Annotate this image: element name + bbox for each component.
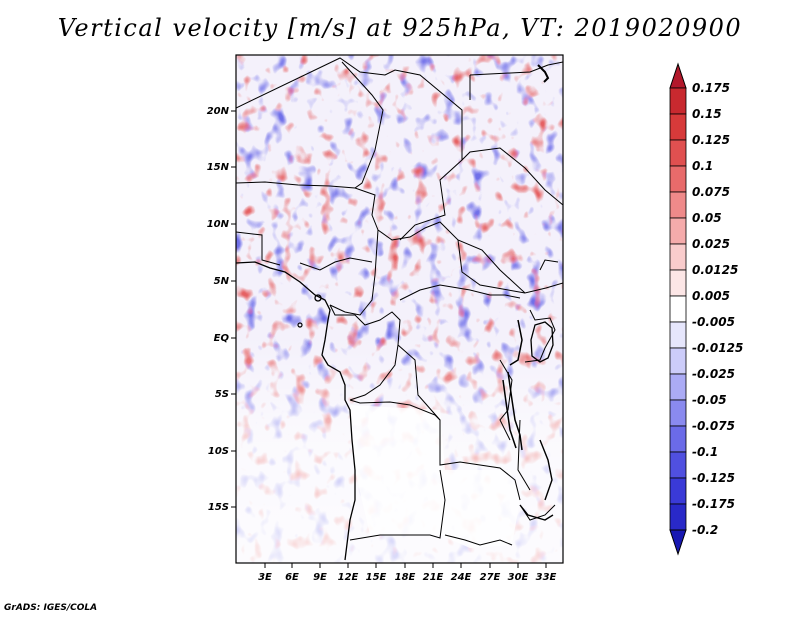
vertical-velocity-field: [236, 55, 563, 563]
colorbar-label: -0.0125: [692, 341, 743, 355]
lat-label: EQ: [214, 333, 230, 344]
lon-label: 3E: [258, 572, 272, 583]
colorbar-label: 0.05: [692, 211, 722, 225]
colorbar-swatch: [669, 399, 687, 427]
colorbar-label: -0.2: [692, 523, 718, 537]
colorbar-swatch: [669, 191, 687, 219]
colorbar-label: -0.175: [692, 497, 735, 511]
lon-label: 30E: [508, 572, 529, 583]
colorbar-label: 0.125: [692, 133, 730, 147]
colorbar-swatch: [669, 347, 687, 375]
lat-label: 10S: [208, 446, 229, 457]
longitude-axis: 3E 6E 9E 12E 15E 18E 21E 24E 27E 30E 33E: [258, 563, 557, 583]
lon-label: 9E: [313, 572, 327, 583]
lat-label: 5N: [214, 276, 230, 287]
lon-label: 18E: [395, 572, 416, 583]
colorbar-label: 0.1: [692, 159, 713, 173]
lat-label: 15S: [208, 502, 229, 513]
lat-label: 5S: [215, 389, 229, 400]
colorbar-swatch: [669, 217, 687, 245]
colorbar-label: 0.0125: [692, 263, 738, 277]
lat-label: 10N: [207, 219, 230, 230]
country-borders: [236, 57, 563, 546]
lon-label: 15E: [366, 572, 387, 583]
colorbar-label: -0.125: [692, 471, 735, 485]
coastline: [236, 64, 554, 561]
colorbar-swatch: [669, 87, 687, 115]
colorbar-swatch: [669, 373, 687, 401]
lon-label: 24E: [451, 572, 472, 583]
colorbar-label: 0.15: [692, 107, 722, 121]
lon-label: 12E: [338, 572, 359, 583]
lon-label: 33E: [536, 572, 557, 583]
colorbar-swatch: [669, 269, 687, 297]
latitude-axis: 20N 15N 10N 5N EQ 5S 10S 15S: [207, 106, 236, 513]
colorbar-label: 0.175: [692, 81, 730, 95]
colorbar-swatch: [669, 62, 687, 89]
map-frame: [235, 54, 564, 564]
lat-label: 15N: [207, 162, 230, 173]
credit-label: GrADS: IGES/COLA: [4, 603, 98, 613]
colorbar-swatch: [669, 321, 687, 349]
colorbar-swatch: [669, 477, 687, 505]
colorbar-swatch: [669, 451, 687, 479]
colorbar-swatch: [669, 165, 687, 193]
colorbar-label: -0.1: [692, 445, 718, 459]
colorbar-label: 0.005: [692, 289, 730, 303]
plot-title: Vertical velocity [m/s] at 925hPa, VT: 2…: [57, 14, 743, 42]
colorbar-label: -0.005: [692, 315, 735, 329]
colorbar-swatch: [669, 425, 687, 453]
colorbar: 0.175 0.15 0.125 0.1 0.075 0.05 0.025 0.0125 0.0…: [669, 62, 743, 556]
colorbar-label: -0.075: [692, 419, 735, 433]
colorbar-label: 0.075: [692, 185, 730, 199]
colorbar-label: 0.025: [692, 237, 730, 251]
lon-label: 6E: [285, 572, 299, 583]
colorbar-swatch: [669, 113, 687, 141]
colorbar-label: -0.05: [692, 393, 727, 407]
lon-label: 21E: [423, 572, 444, 583]
colorbar-label: -0.025: [692, 367, 735, 381]
colorbar-swatch: [669, 503, 687, 531]
colorbar-swatch: [669, 529, 687, 556]
lon-label: 27E: [480, 572, 501, 583]
lat-label: 20N: [207, 106, 230, 117]
colorbar-swatch: [669, 243, 687, 271]
colorbar-swatch: [669, 139, 687, 167]
colorbar-swatch: [669, 295, 687, 323]
